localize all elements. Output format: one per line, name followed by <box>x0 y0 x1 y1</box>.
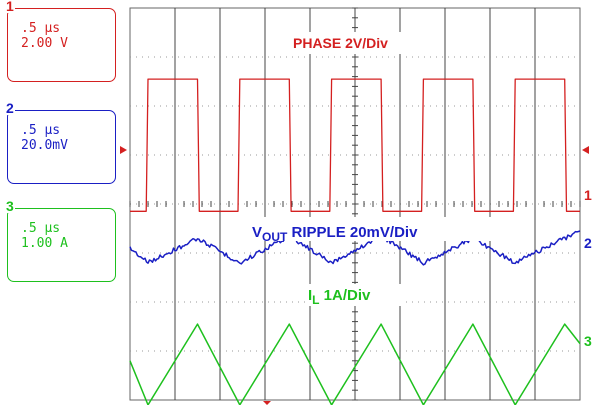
il-label-bg <box>305 284 405 306</box>
trigger-left-arrow <box>120 146 127 154</box>
channel-1-scale: 2.00 V <box>21 36 68 51</box>
il-label-sub: L <box>312 293 319 307</box>
il-label: IL 1A/Div <box>308 287 371 307</box>
channel-2-box: 2 .5 µs 20.0mV <box>5 101 116 184</box>
vout-label-bg <box>248 217 500 241</box>
trace-series-1 <box>130 78 580 212</box>
channel-2-timebase: .5 µs <box>21 123 61 138</box>
vout-label: VOUT RIPPLE 20mV/Div <box>252 224 418 244</box>
channel-3-timebase: .5 µs <box>21 221 61 236</box>
channel-3-box: 3 .5 µs 1.00 A <box>5 199 116 282</box>
phase-label: PHASE 2V/Div <box>293 35 388 51</box>
channel-2-number: 2 <box>5 100 15 116</box>
trigger-time-marker <box>263 401 271 405</box>
channel-1-marker: 1 <box>584 187 592 203</box>
channel-3-scale: 1.00 A <box>21 236 68 251</box>
il-label-main: I <box>308 287 312 304</box>
vout-label-sub: OUT <box>262 230 288 244</box>
channel-1-box: 1 .5 µs 2.00 V <box>5 0 116 82</box>
graticule-grid <box>129 7 581 401</box>
phase-label-bg <box>287 32 432 54</box>
channel-3-marker: 3 <box>584 333 592 349</box>
trace-series-3 <box>129 323 581 405</box>
il-label-rest: 1A/Div <box>320 287 372 304</box>
channel-1-number: 1 <box>5 0 15 14</box>
vout-label-main: V <box>252 224 262 241</box>
trace-series-2 <box>129 230 581 266</box>
channel-2-marker: 2 <box>584 235 592 251</box>
traces <box>129 78 581 405</box>
trigger-right-arrow <box>582 146 589 154</box>
channel-1-timebase: .5 µs <box>21 21 61 36</box>
channel-3-number: 3 <box>5 198 15 214</box>
vout-label-rest: RIPPLE 20mV/Div <box>287 224 418 241</box>
channel-2-scale: 20.0mV <box>21 138 68 153</box>
